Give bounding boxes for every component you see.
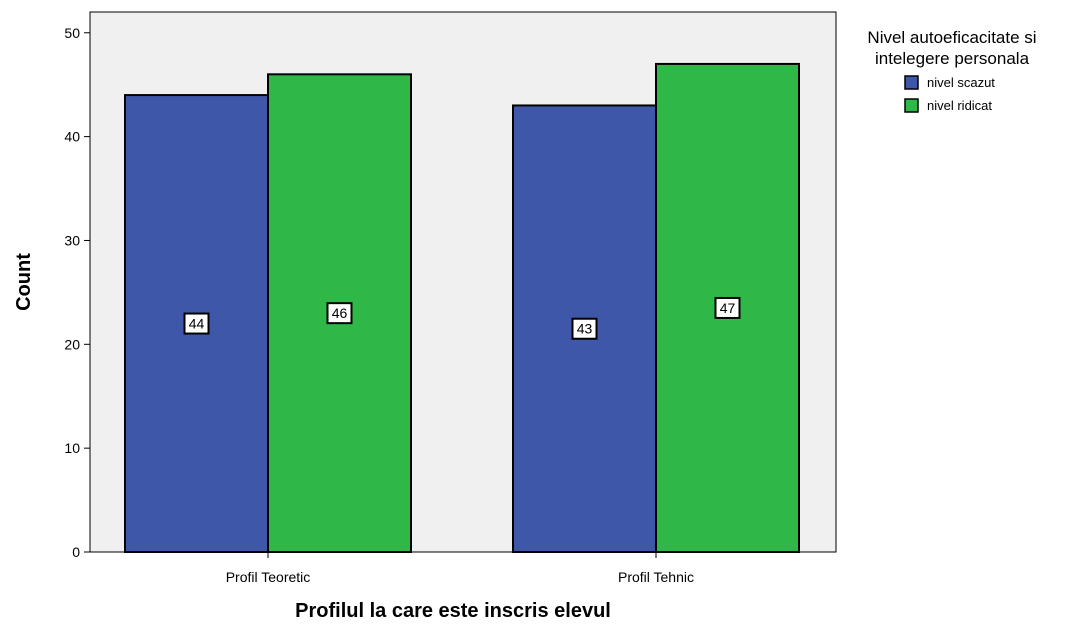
x-axis: Profil Teoretic Profil Tehnic [226,552,694,585]
legend-item-0: nivel scazut [904,75,995,90]
legend-label: nivel scazut [927,75,995,90]
data-label-box [183,312,210,335]
data-label-box [326,302,353,325]
y-tick-label: 20 [64,336,80,352]
legend-items: nivel scazut nivel ridicat [904,75,995,113]
data-label-text: 47 [720,300,736,316]
y-tick-label: 30 [64,232,80,248]
y-axis-title: Count [13,253,35,311]
y-tick-label: 40 [64,129,80,145]
data-label-0-1: 46 [326,302,353,325]
legend-label: nivel ridicat [927,98,992,113]
data-label-1-0: 43 [571,317,598,340]
y-tick-label: 10 [64,440,80,456]
data-label-text: 43 [577,321,593,337]
data-label-text: 44 [189,316,205,332]
data-labels-layer: 44 46 43 47 [183,296,741,340]
data-label-box [571,317,598,340]
data-label-0-0: 44 [183,312,210,335]
y-tick-label: 0 [72,544,80,560]
y-tick-label: 50 [64,25,80,41]
x-tick-label: Profil Tehnic [618,569,694,585]
data-label-1-1: 47 [714,296,741,319]
legend-title-line-2: intelegere personala [875,49,1030,68]
y-axis: 0 10 20 30 40 50 [64,25,90,560]
legend-title-line-1: Nivel autoeficacitate si [867,28,1036,47]
legend-item-1: nivel ridicat [904,98,992,113]
legend: Nivel autoeficacitate si intelegere pers… [867,28,1036,113]
data-label-box [714,296,741,319]
x-tick-label: Profil Teoretic [226,569,311,585]
data-label-text: 46 [332,305,348,321]
legend-swatch [904,75,919,90]
legend-swatch [904,98,919,113]
x-axis-title: Profilul la care este inscris elevul [295,600,611,622]
